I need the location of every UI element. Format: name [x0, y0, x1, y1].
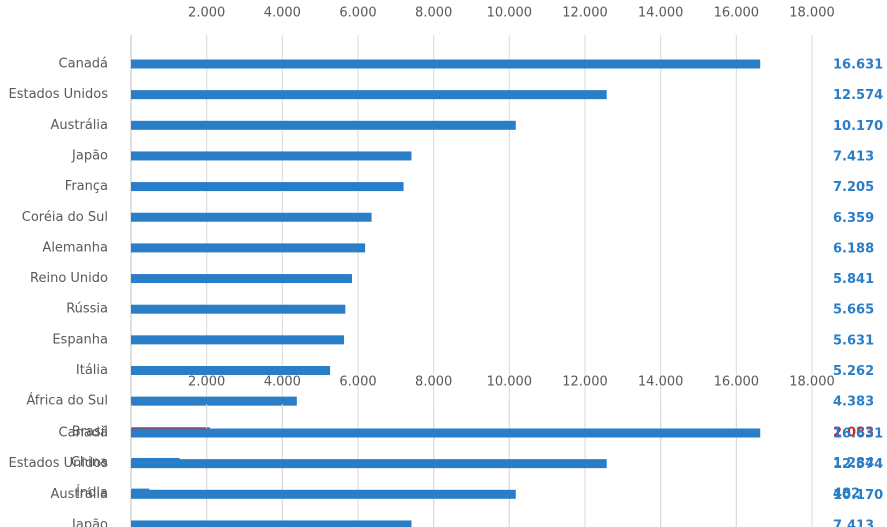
y-tick-label: Brasil [72, 424, 108, 439]
data-label: 5.665 [833, 303, 874, 318]
x-tick-label: 18.000 [789, 6, 835, 21]
bar [131, 182, 404, 192]
y-tick-label: Japão [71, 517, 108, 527]
x-tick-label: 12.000 [562, 375, 608, 390]
bar [131, 428, 761, 438]
data-label: 5.631 [833, 333, 874, 348]
bar [131, 59, 761, 69]
data-label: 7.413 [833, 518, 874, 527]
y-tick-label: Itália [76, 363, 108, 378]
x-tick-label: 2.000 [188, 375, 225, 390]
bar [131, 243, 366, 253]
data-label: 6.359 [833, 211, 874, 226]
x-tick-label: 16.000 [714, 6, 760, 21]
data-label: 12.574 [833, 457, 883, 472]
data-label: 1.284 [833, 456, 874, 471]
bar [131, 151, 412, 161]
data-label: 10.170 [833, 119, 883, 134]
data-label: 7.413 [833, 149, 874, 164]
x-tick-label: 16.000 [714, 375, 760, 390]
x-tick-label: 10.000 [487, 6, 533, 21]
x-tick-label: 14.000 [638, 375, 684, 390]
x-tick-label: 4.000 [264, 6, 301, 21]
y-tick-label: Alemanha [42, 240, 108, 255]
bar [131, 120, 516, 130]
bar [131, 396, 297, 406]
data-label: 16.631 [833, 427, 883, 442]
x-tick-label: 2.000 [188, 6, 225, 21]
data-label: 7.205 [833, 180, 874, 195]
data-label: 16.631 [833, 58, 883, 73]
y-tick-label: Rússia [66, 302, 108, 317]
data-label: 482 [833, 487, 860, 502]
data-label: 5.841 [833, 272, 874, 287]
y-tick-label: Canadá [59, 426, 108, 441]
x-tick-label: 8.000 [415, 6, 452, 21]
y-tick-label: Canadá [59, 57, 108, 72]
y-tick-label: Espanha [52, 332, 108, 347]
bar [131, 90, 607, 100]
bar [131, 212, 372, 222]
y-tick-label: Japão [71, 148, 108, 163]
y-tick-label: Coréia do Sul [22, 210, 108, 225]
data-label: 12.574 [833, 88, 883, 103]
y-tick-label: África do Sul [26, 393, 108, 409]
y-tick-label: Índia [76, 485, 108, 501]
bar [131, 304, 346, 314]
data-label: 6.188 [833, 241, 874, 256]
data-label: 5.262 [833, 364, 874, 379]
x-tick-label: 10.000 [487, 375, 533, 390]
y-tick-label: Austrália [50, 487, 108, 502]
x-tick-label: 6.000 [339, 6, 376, 21]
x-tick-label: 6.000 [339, 375, 376, 390]
x-tick-label: 4.000 [264, 375, 301, 390]
y-tick-label: Austrália [50, 118, 108, 133]
y-tick-label: Estados Unidos [8, 456, 108, 471]
x-tick-label: 12.000 [562, 6, 608, 21]
y-tick-label: Estados Unidos [8, 87, 108, 102]
data-label: 10.170 [833, 488, 883, 503]
bar [131, 459, 607, 469]
x-tick-label: 18.000 [789, 375, 835, 390]
bar [131, 489, 516, 499]
data-label: 2.083 [833, 425, 874, 440]
bar [131, 366, 331, 375]
bar [131, 520, 412, 527]
bar [131, 335, 345, 345]
x-tick-label: 8.000 [415, 375, 452, 390]
y-tick-label: França [65, 179, 108, 194]
y-tick-label: China [71, 455, 108, 470]
bar [131, 274, 352, 284]
y-tick-label: Reino Unido [30, 271, 108, 286]
x-tick-label: 14.000 [638, 6, 684, 21]
data-label: 4.383 [833, 395, 874, 410]
